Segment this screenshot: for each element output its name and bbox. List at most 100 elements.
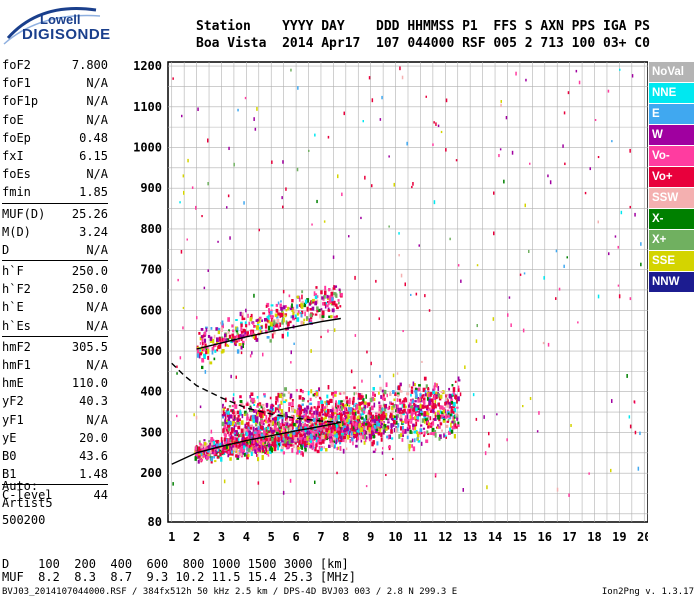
echo-point [273,428,276,431]
echo-point [267,417,271,422]
echo-point [338,288,341,292]
echo-point [361,431,364,436]
echo-point [300,310,304,315]
echo-point [476,264,479,267]
echo-point [366,436,368,440]
echo-point [287,445,290,448]
echo-point [326,394,329,399]
echo-point [273,442,276,447]
echo-point [364,175,366,180]
echo-point [229,431,232,435]
echo-point [456,424,460,428]
echo-point [202,342,204,346]
echo-point [575,69,578,73]
y-tick-label: 800 [140,222,162,236]
echo-point [438,425,441,429]
param-value: 250.0 [71,282,108,297]
echo-point [244,329,247,332]
echo-point [198,440,201,443]
echo-point [378,415,380,419]
echo-point [320,433,323,437]
echo-point [454,423,457,428]
echo-point [279,412,282,416]
echo-point [381,396,385,401]
echo-point [224,414,227,420]
echo-point [321,317,324,322]
echo-point [388,405,391,410]
echo-point [307,428,310,431]
echo-point [286,433,290,437]
echo-point [355,427,358,430]
echo-point [275,400,278,405]
echo-point [315,437,319,443]
echo-point [226,206,228,209]
echo-point [418,407,422,411]
version-footer: Ion2Png v. 1.3.17 [601,587,694,597]
echo-point [329,299,333,304]
echo-point [361,401,364,404]
echo-point [253,410,256,413]
echo-point [311,423,314,426]
scaled-parameters-panel: foF2 7.800 foF1 N/A foF1p N/A foE N/A foEp 0.48 fx… [2,56,108,505]
echo-point [378,408,382,412]
echo-point [355,444,358,448]
echo-point [333,426,336,432]
echo-point [354,433,357,439]
echo-point [201,359,205,363]
echo-point [320,400,324,404]
echo-point [288,439,291,445]
echo-point [201,215,203,218]
echo-point [426,430,429,434]
echo-point [233,335,236,339]
echo-point [430,432,433,435]
echo-point [298,297,301,302]
echo-point [320,421,324,426]
echo-point [431,409,435,413]
echo-point [299,445,302,449]
param-value: 25.26 [71,206,108,221]
echo-point [303,417,306,421]
echo-point [285,309,288,312]
echo-point [282,205,284,209]
echo-point [202,454,206,458]
echo-point [555,249,558,253]
echo-point [217,329,221,335]
echo-point [228,446,231,449]
echo-point [445,394,447,399]
echo-point [441,414,444,417]
echo-point [242,452,245,455]
echo-point [315,417,318,423]
echo-point [234,341,237,347]
echo-point [246,441,249,445]
echo-point [364,439,367,443]
echo-point [323,421,327,426]
legend-item-noval: NoVal [649,62,694,82]
echo-point [266,436,270,441]
echo-point [361,408,363,413]
echo-point [300,451,304,456]
param-value: 1.48 [79,467,108,482]
echo-point [356,428,360,433]
echo-point [282,289,285,294]
echo-point [220,327,223,333]
echo-point [287,391,291,394]
echo-point [253,293,255,298]
param-value: 40.3 [79,394,108,409]
echo-point [249,354,252,358]
echo-point [237,450,240,456]
echo-point [408,402,412,407]
echo-point [408,404,410,408]
echo-point [251,351,253,355]
echo-point [313,435,317,440]
echo-point [427,388,430,391]
echo-point [318,435,321,439]
echo-point [199,347,201,352]
echo-point [230,374,232,379]
echo-point [277,301,280,305]
echo-point [272,429,276,433]
echo-point [360,413,363,416]
echo-point [280,307,283,311]
echo-point [203,286,206,290]
echo-point [247,421,250,427]
echo-point [256,106,258,111]
